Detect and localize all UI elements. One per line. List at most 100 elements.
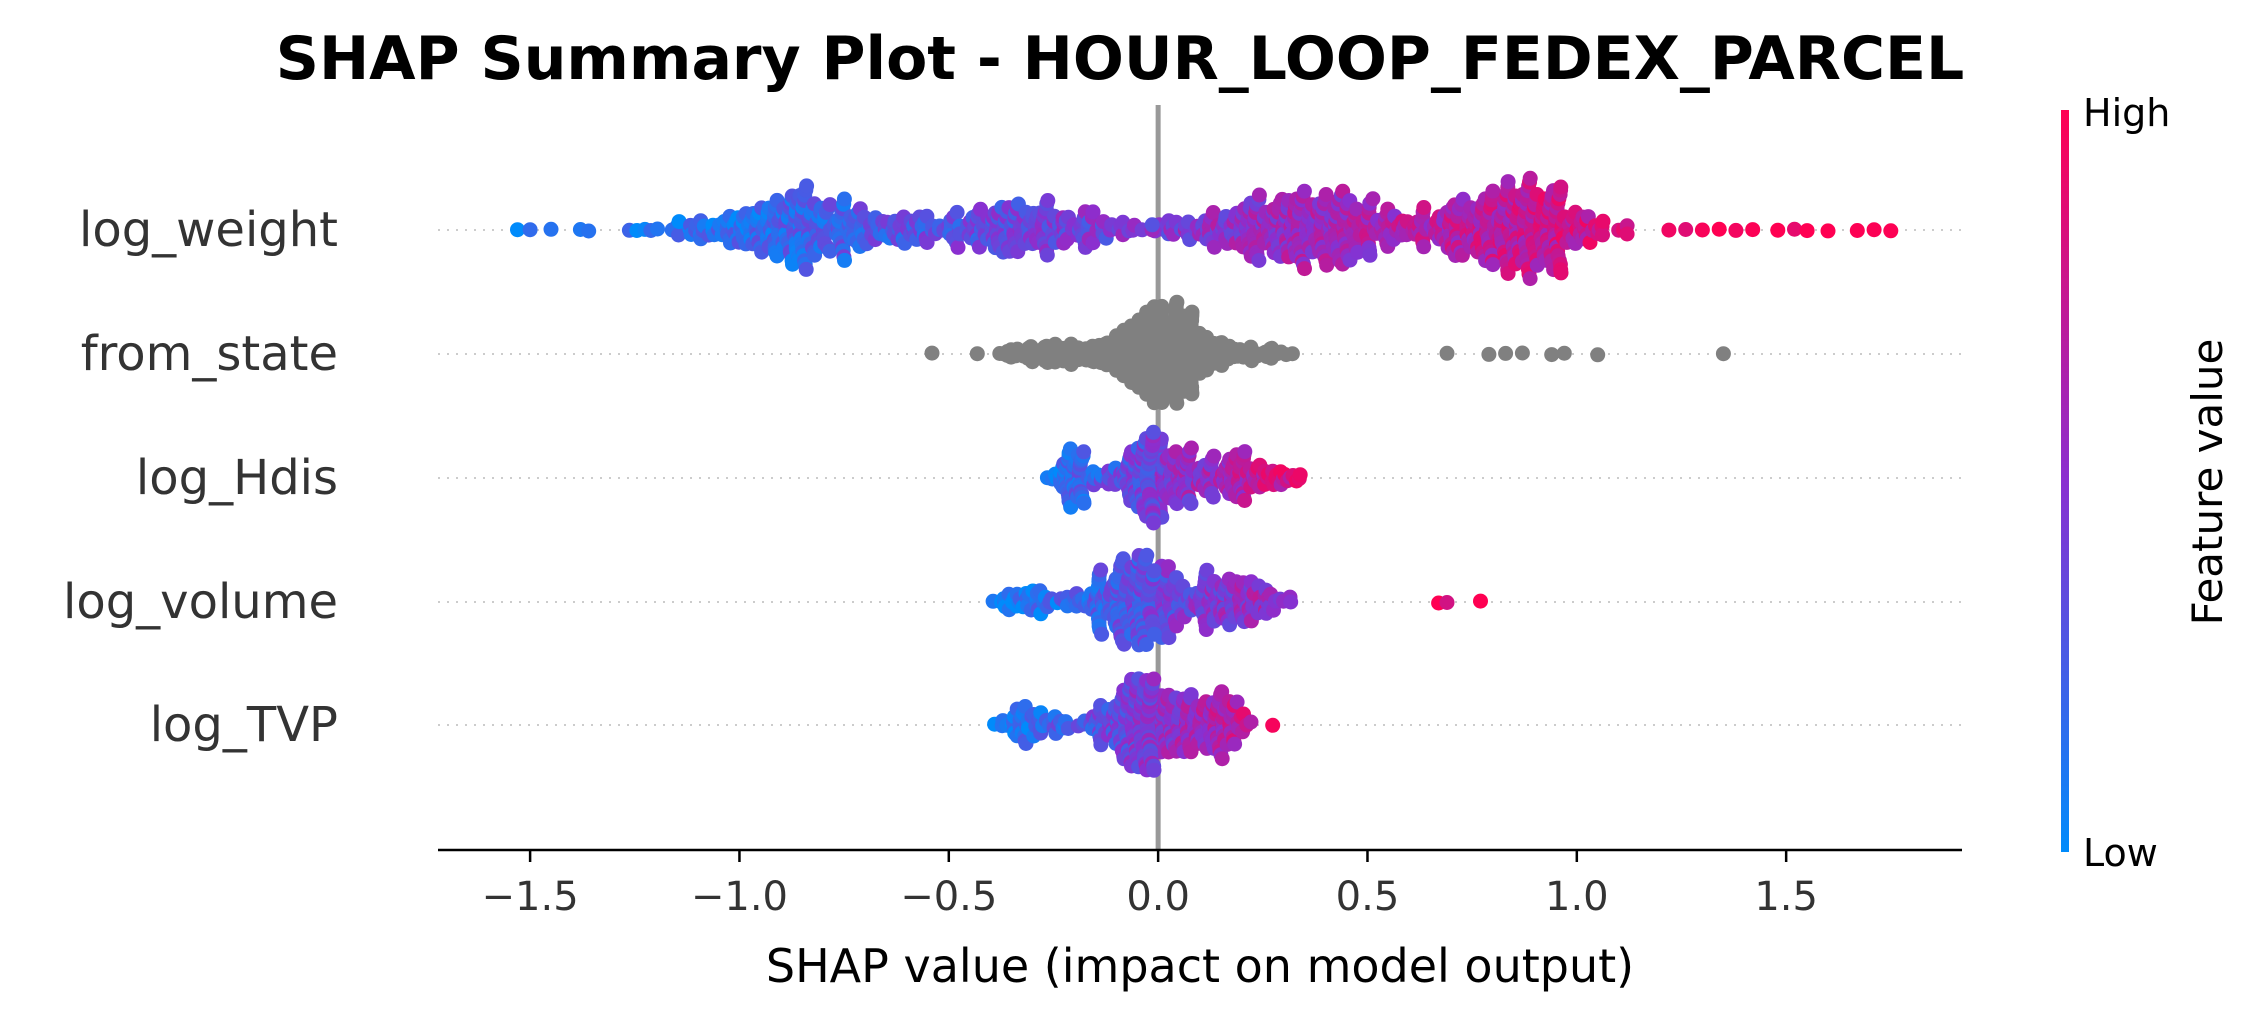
x-tick-label: −1.5 — [482, 874, 579, 920]
shap-point — [522, 222, 538, 238]
x-axis: −1.5 −1.0 −0.5 0.0 0.5 1.0 1.5 — [438, 848, 1962, 920]
shap-point — [1553, 179, 1569, 195]
shap-point — [1184, 386, 1200, 402]
shap-point — [1199, 562, 1215, 578]
shap-point — [1553, 265, 1569, 281]
x-tick-label: −0.5 — [900, 874, 997, 920]
shap-point — [650, 221, 665, 237]
shap-point — [1076, 495, 1092, 511]
x-tick-label: 1.0 — [1545, 874, 1609, 920]
shap-point — [1169, 294, 1185, 310]
shap-point — [1144, 217, 1160, 233]
shap-point — [1500, 174, 1516, 190]
shap-point — [1678, 222, 1694, 237]
x-tick-label: −1.0 — [691, 874, 788, 920]
feature-label: log_weight — [79, 202, 338, 258]
feature-label: log_volume — [63, 574, 338, 630]
shap-point — [1556, 345, 1572, 361]
x-tick-label: 1.5 — [1754, 874, 1818, 920]
shap-point — [1085, 204, 1101, 220]
shap-point — [1283, 594, 1299, 610]
x-tick-label: 0.0 — [1126, 874, 1190, 920]
shap-point — [1094, 626, 1110, 642]
shap-point — [1595, 227, 1610, 243]
feature-label: log_TVP — [150, 697, 338, 753]
shap-point — [1522, 170, 1538, 186]
shap-point — [1318, 187, 1334, 202]
shap-point — [1161, 630, 1177, 646]
shap-point — [1296, 183, 1312, 199]
shap-point — [1715, 346, 1731, 362]
shap-point — [1883, 223, 1899, 239]
shap-point — [924, 345, 940, 361]
shap-point — [1297, 261, 1312, 277]
shap-point — [1849, 223, 1865, 238]
shap-point — [1093, 562, 1109, 578]
shap-point — [1184, 304, 1200, 320]
shap-point — [1485, 183, 1501, 199]
shap-point — [1183, 687, 1199, 703]
shap-point — [510, 222, 525, 238]
shap-point — [1544, 347, 1560, 363]
shap-point — [1251, 187, 1267, 203]
shap-point — [1319, 257, 1335, 273]
shap-point — [1292, 467, 1308, 483]
shap-point — [1040, 193, 1056, 208]
colorbar-high-label: High — [2083, 91, 2170, 135]
shap-point — [1206, 448, 1222, 464]
colorbar-low-label: Low — [2083, 831, 2158, 875]
shap-point — [799, 178, 815, 194]
shap-point — [837, 252, 852, 268]
shap-point — [1146, 671, 1162, 687]
shap-point — [1076, 444, 1092, 460]
shap-point — [1265, 717, 1281, 733]
colorbar-axis-label: Feature value — [2183, 339, 2232, 626]
shap-point — [1205, 489, 1221, 505]
shap-point — [1481, 346, 1497, 362]
shap-point — [581, 223, 597, 239]
feature-label: log_Hdis — [136, 450, 338, 506]
shap-point — [1439, 345, 1455, 361]
shap-point — [1229, 694, 1245, 710]
shap-point — [1160, 559, 1176, 575]
shap-point — [822, 243, 838, 259]
shap-point — [1349, 201, 1365, 217]
shap-point — [1145, 424, 1161, 440]
shap-point — [1251, 253, 1267, 268]
shap-point — [1146, 515, 1161, 531]
shap-point — [1146, 563, 1162, 579]
shap-point — [1661, 222, 1677, 238]
shap-point — [1237, 444, 1253, 460]
colorbar-gradient — [2061, 110, 2069, 852]
shap-point — [1284, 346, 1300, 362]
shap-point — [1205, 205, 1221, 220]
shap-point — [671, 227, 686, 243]
shap-point — [1237, 493, 1253, 508]
shap-point — [1619, 226, 1635, 242]
shap-point — [1416, 200, 1432, 215]
shap-point — [1146, 762, 1162, 778]
shap-point — [1039, 247, 1055, 263]
shap-point — [1770, 222, 1786, 238]
shap-point — [1243, 714, 1259, 730]
shap-point — [949, 204, 965, 220]
shap-point — [1787, 221, 1802, 237]
shap-point — [950, 239, 966, 255]
shap-point — [1214, 751, 1230, 767]
shap-point — [1745, 222, 1761, 238]
x-axis-label: SHAP value (impact on model output) — [766, 939, 1634, 993]
x-tick-label: 0.5 — [1336, 874, 1400, 920]
shap-point — [1362, 247, 1378, 263]
shap-point — [1498, 345, 1514, 361]
shap-point — [969, 346, 985, 362]
shap-point — [1866, 222, 1882, 238]
shap-point — [1146, 626, 1162, 642]
shap-point — [1711, 221, 1727, 237]
shap-point — [1595, 213, 1611, 229]
shap-point — [1694, 222, 1710, 238]
shap-point — [1227, 736, 1243, 752]
shap-point — [1590, 347, 1606, 363]
chart-title: SHAP Summary Plot - HOUR_LOOP_FEDEX_PARC… — [276, 24, 1965, 94]
feature-labels: log_weight from_state log_Hdis log_volumelo… — [63, 202, 338, 753]
